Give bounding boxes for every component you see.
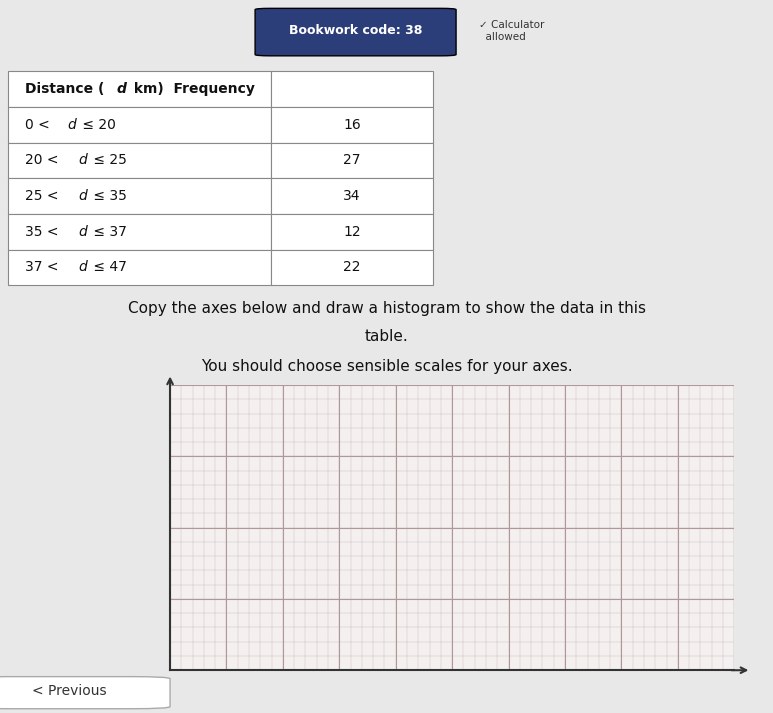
Text: Copy the axes below and draw a histogram to show the data in this: Copy the axes below and draw a histogram… bbox=[128, 301, 645, 316]
Bar bbox=[271, 71, 433, 107]
Text: Bookwork code: 38: Bookwork code: 38 bbox=[289, 24, 422, 37]
Text: Distance (: Distance ( bbox=[25, 82, 104, 96]
Text: km)  Frequency: km) Frequency bbox=[129, 82, 255, 96]
Bar bbox=[271, 143, 433, 178]
Bar bbox=[8, 71, 271, 107]
Text: d: d bbox=[78, 153, 87, 168]
Text: ≤ 35: ≤ 35 bbox=[89, 189, 126, 203]
Text: You should choose sensible scales for your axes.: You should choose sensible scales for yo… bbox=[201, 359, 572, 374]
Text: 12: 12 bbox=[343, 225, 361, 239]
Bar bbox=[8, 178, 271, 214]
Text: ≤ 47: ≤ 47 bbox=[89, 260, 126, 275]
Text: d: d bbox=[67, 118, 76, 132]
Text: 27: 27 bbox=[343, 153, 361, 168]
Text: table.: table. bbox=[365, 329, 408, 344]
Text: d: d bbox=[78, 189, 87, 203]
Bar bbox=[271, 250, 433, 285]
Bar bbox=[271, 107, 433, 143]
Text: d: d bbox=[78, 260, 87, 275]
Text: ✓ Calculator
  allowed: ✓ Calculator allowed bbox=[479, 20, 545, 41]
Text: 20 <: 20 < bbox=[25, 153, 63, 168]
Text: d: d bbox=[116, 82, 126, 96]
Text: ≤ 37: ≤ 37 bbox=[89, 225, 126, 239]
Text: 0 <: 0 < bbox=[25, 118, 54, 132]
Text: 35 <: 35 < bbox=[25, 225, 63, 239]
Text: ≤ 25: ≤ 25 bbox=[89, 153, 126, 168]
Text: ≤ 20: ≤ 20 bbox=[78, 118, 116, 132]
Bar bbox=[8, 250, 271, 285]
Text: d: d bbox=[78, 225, 87, 239]
Text: 22: 22 bbox=[343, 260, 361, 275]
Bar bbox=[8, 214, 271, 250]
Bar bbox=[271, 214, 433, 250]
Text: 34: 34 bbox=[343, 189, 361, 203]
Bar bbox=[271, 178, 433, 214]
Text: 37 <: 37 < bbox=[25, 260, 63, 275]
Text: 25 <: 25 < bbox=[25, 189, 63, 203]
Bar bbox=[8, 107, 271, 143]
Bar bbox=[8, 143, 271, 178]
FancyBboxPatch shape bbox=[0, 677, 170, 709]
FancyBboxPatch shape bbox=[255, 9, 456, 56]
Text: < Previous: < Previous bbox=[32, 684, 107, 698]
Text: 16: 16 bbox=[343, 118, 361, 132]
